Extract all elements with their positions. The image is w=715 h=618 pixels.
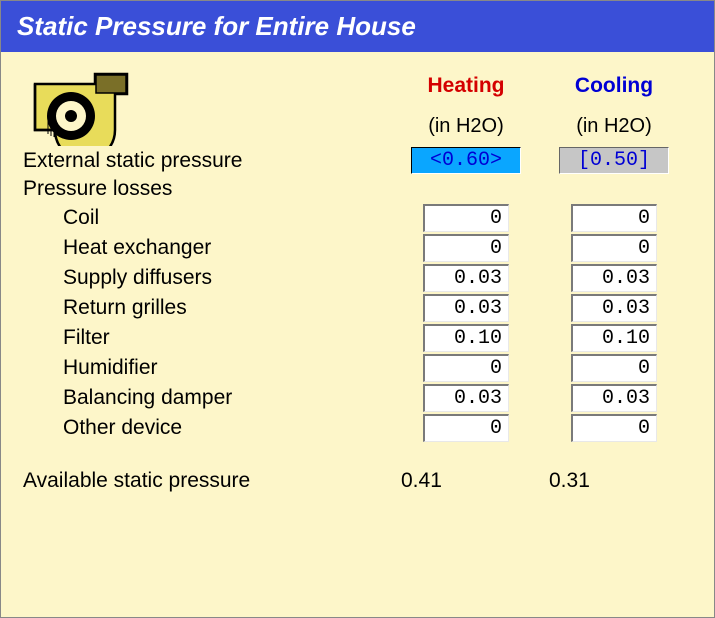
esp-cooling-input[interactable]: [0.50] <box>559 147 669 174</box>
pressure-losses-label: Pressure losses <box>23 175 383 203</box>
supply-diffusers-label: Supply diffusers <box>23 264 383 292</box>
panel-content: Heating Cooling (in H2O) (in H2O) Extern… <box>1 52 714 513</box>
return-grilles-label: Return grilles <box>23 294 383 322</box>
supply-diffusers-cooling-input[interactable]: 0.03 <box>571 264 657 292</box>
coil-heating-input[interactable]: 0 <box>423 204 509 232</box>
humidifier-cooling-input[interactable]: 0 <box>571 354 657 382</box>
humidifier-heating-input[interactable]: 0 <box>423 354 509 382</box>
other-device-cooling-input[interactable]: 0 <box>571 414 657 442</box>
available-sp-heating: 0.41 <box>401 469 531 493</box>
other-device-label: Other device <box>23 414 383 442</box>
static-pressure-panel: Static Pressure for Entire House <box>0 0 715 618</box>
available-sp-cooling: 0.31 <box>549 469 679 493</box>
panel-title: Static Pressure for Entire House <box>1 1 714 52</box>
return-grilles-heating-input[interactable]: 0.03 <box>423 294 509 322</box>
filter-heating-input[interactable]: 0.10 <box>423 324 509 352</box>
return-grilles-cooling-input[interactable]: 0.03 <box>571 294 657 322</box>
heating-unit: (in H2O) <box>401 115 531 138</box>
cooling-unit: (in H2O) <box>549 115 679 138</box>
cooling-column-header: Cooling <box>549 74 679 98</box>
balancing-damper-heating-input[interactable]: 0.03 <box>423 384 509 412</box>
filter-cooling-input[interactable]: 0.10 <box>571 324 657 352</box>
fan-icon-cell <box>23 66 383 146</box>
heat-exchanger-cooling-input[interactable]: 0 <box>571 234 657 262</box>
blower-fan-icon <box>23 66 133 146</box>
other-device-heating-input[interactable]: 0 <box>423 414 509 442</box>
esp-heating-input[interactable]: <0.60> <box>411 147 521 174</box>
heat-exchanger-label: Heat exchanger <box>23 234 383 262</box>
balancing-damper-cooling-input[interactable]: 0.03 <box>571 384 657 412</box>
humidifier-label: Humidifier <box>23 354 383 382</box>
available-sp-label: Available static pressure <box>23 467 383 495</box>
filter-label: Filter <box>23 324 383 352</box>
coil-label: Coil <box>23 204 383 232</box>
heat-exchanger-heating-input[interactable]: 0 <box>423 234 509 262</box>
supply-diffusers-heating-input[interactable]: 0.03 <box>423 264 509 292</box>
esp-label: External static pressure <box>23 147 383 175</box>
heating-column-header: Heating <box>401 74 531 98</box>
coil-cooling-input[interactable]: 0 <box>571 204 657 232</box>
balancing-damper-label: Balancing damper <box>23 384 383 412</box>
